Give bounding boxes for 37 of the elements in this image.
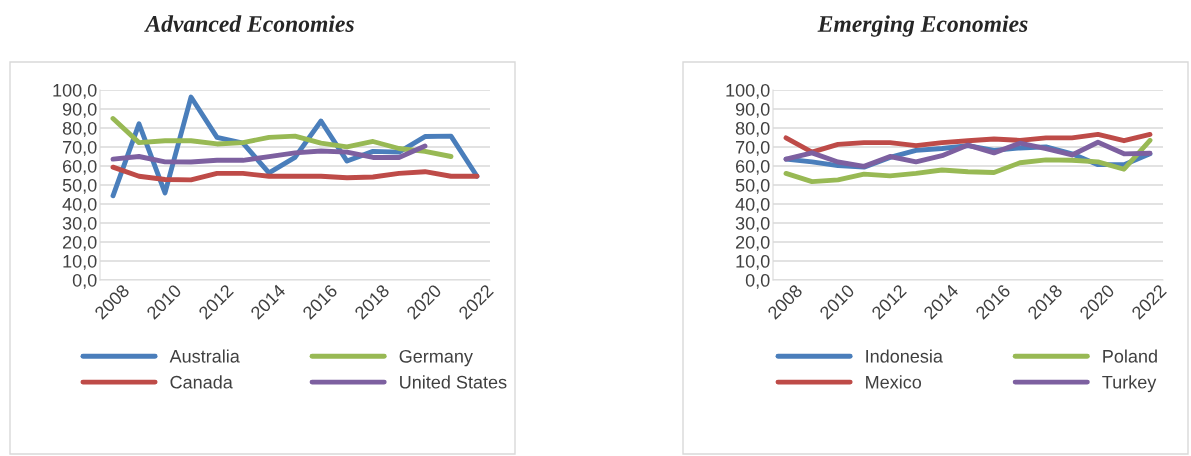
y-tick-label: 100,0 [726,83,770,99]
line-series [110,164,480,183]
y-tick-label: 10,0 [63,254,97,270]
y-tick-label: 70,0 [63,140,97,156]
line-series [110,116,454,159]
y-tick-label: 80,0 [62,121,97,137]
chart-title: Advanced Economies [144,15,354,32]
y-tick-label: 0,0 [745,273,770,289]
legend-label: Germany [399,349,473,367]
legend-label: Australia [169,349,240,363]
legend-label: United States [400,375,507,389]
line-series [110,143,428,165]
y-tick-label: 40,0 [62,197,97,213]
legend-label: Indonesia [866,349,943,363]
legend-label: Turkey [1102,375,1157,393]
y-tick-label: 0,0 [72,273,97,289]
y-tick-label: 30,0 [735,216,770,232]
y-tick-label: 20,0 [62,235,97,251]
line-series [783,132,1153,155]
legend-label: Mexico [866,375,922,389]
y-tick-label: 20,0 [735,235,770,251]
legend-label: Poland [1103,349,1157,363]
y-tick-label: 90,0 [735,102,770,118]
chart-title: Emerging Economies [817,15,1028,37]
y-tick-label: 10,0 [736,254,770,270]
y-tick-label: 60,0 [63,159,97,175]
y-tick-label: 60,0 [736,159,770,175]
y-tick-label: 50,0 [735,178,770,194]
y-tick-label: 30,0 [62,216,97,232]
line-series [783,137,1153,185]
y-tick-label: 40,0 [735,197,770,213]
y-tick-label: 70,0 [736,140,770,156]
y-tick-label: 100,0 [53,83,97,99]
y-tick-label: 90,0 [62,102,97,118]
y-tick-label: 80,0 [735,121,770,137]
y-tick-label: 50,0 [62,178,97,194]
legend-label: Canada [170,375,233,389]
